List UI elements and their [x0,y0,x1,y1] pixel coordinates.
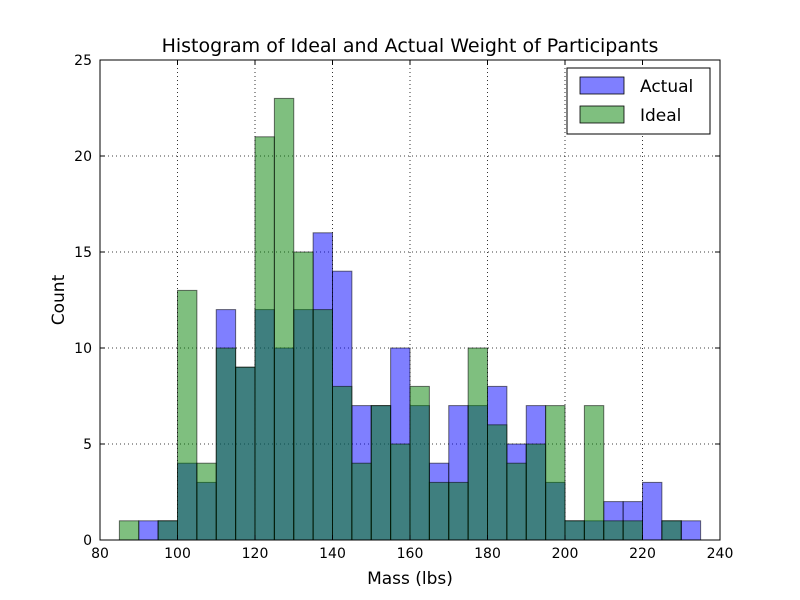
x-tick-label: 160 [397,546,424,562]
x-tick-label: 180 [474,546,501,562]
bar-ideal [390,443,411,541]
bar-ideal [467,347,488,541]
x-tick-label: 200 [552,546,579,562]
bar-ideal [661,520,682,541]
bar-ideal [564,520,585,541]
bar-ideal [254,136,275,541]
bar-actual [138,520,159,541]
bar-actual [680,520,702,541]
y-tick-label: 0 [83,533,92,549]
legend-swatch-actual [579,76,625,95]
bar-ideal [448,481,469,541]
bar-ideal [409,385,430,541]
bar-ideal [545,405,566,541]
bar-ideal [215,347,237,541]
legend-swatch-ideal [579,105,625,124]
bar-ideal [428,481,450,541]
bar-actual [642,481,663,541]
bar-ideal [603,520,624,541]
x-axis-label: Mass (lbs) [367,569,453,589]
bar-ideal [370,405,392,541]
bar-ideal [351,462,372,541]
bar-ideal [583,405,605,541]
bar-ideal [235,366,256,541]
y-tick-label: 10 [74,341,92,357]
bar-ideal [332,385,353,541]
x-axis-ticks: 80 100 120 140 160 180 200 220 240 [91,60,733,562]
bar-ideal [487,424,508,541]
y-axis-ticks: 0 5 10 15 20 25 [74,53,720,549]
y-tick-label: 5 [83,437,92,453]
bar-ideal [157,520,178,541]
bar-ideal [196,462,217,541]
bar-ideal [177,289,198,541]
bar-ideal [293,251,314,541]
legend: Actual Ideal [566,67,711,135]
y-axis-label: Count [49,274,69,325]
legend-label-ideal: Ideal [640,106,681,126]
bar-ideal [525,443,547,541]
bar-ideal [312,309,333,541]
y-tick-label: 25 [74,53,92,69]
x-tick-label: 240 [707,546,734,562]
x-tick-label: 120 [242,546,269,562]
bar-ideal [506,462,527,541]
y-tick-label: 20 [74,149,92,165]
chart-title: Histogram of Ideal and Actual Weight of … [162,35,659,57]
legend-label-actual: Actual [640,77,693,97]
x-tick-label: 80 [91,546,109,562]
x-tick-label: 220 [629,546,656,562]
bar-ideal [118,520,140,541]
x-tick-label: 100 [164,546,191,562]
y-tick-label: 15 [74,245,92,261]
x-tick-label: 140 [319,546,346,562]
bar-ideal [622,520,643,541]
ideal-bars [118,97,682,541]
bar-ideal [273,97,295,541]
